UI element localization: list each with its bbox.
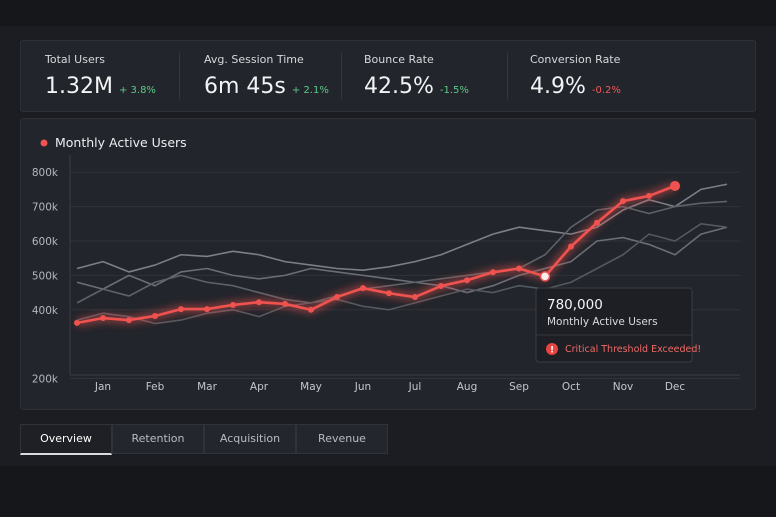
divider bbox=[507, 53, 508, 99]
tab[interactable]: Overview bbox=[20, 424, 112, 455]
point bbox=[516, 265, 522, 272]
kpi-label: Avg. Session Time bbox=[204, 53, 304, 66]
y-tick-label: 600k bbox=[32, 236, 59, 248]
tab[interactable]: Acquisition bbox=[204, 424, 296, 454]
point bbox=[568, 243, 574, 250]
x-tick-label: Apr bbox=[250, 381, 269, 393]
line bbox=[76, 222, 728, 325]
x-tick-label: Nov bbox=[613, 381, 634, 393]
point bbox=[334, 294, 340, 301]
point bbox=[594, 219, 600, 226]
line bbox=[76, 226, 728, 294]
point bbox=[126, 317, 132, 324]
kpi: Avg. Session Time 6m 45s + 2.1% bbox=[204, 53, 329, 99]
point bbox=[386, 290, 392, 297]
tooltip-value: 780,000 bbox=[547, 297, 603, 313]
kpi-value: 6m 45s bbox=[204, 74, 286, 99]
point bbox=[256, 299, 262, 306]
kpi-change: -0.2% bbox=[591, 85, 621, 96]
y-tick-label: 200k bbox=[32, 374, 59, 386]
x-tick-label: Mar bbox=[197, 381, 217, 393]
alert-icon bbox=[546, 343, 558, 355]
kpi-change: + 2.1% bbox=[291, 85, 329, 96]
x-tick-label: Sep bbox=[509, 381, 529, 393]
x-tick-label: Oct bbox=[562, 381, 580, 393]
tab[interactable]: Retention bbox=[112, 424, 204, 454]
tooltip: 780,000 Monthly Active Users! Critical Thr… bbox=[535, 287, 701, 363]
tooltip-alert: Critical Threshold Exceeded! bbox=[565, 344, 701, 355]
highlight-point bbox=[539, 271, 551, 282]
x-tick-label: Jul bbox=[408, 381, 422, 393]
point bbox=[438, 283, 444, 290]
y-tick-label: 500k bbox=[32, 270, 59, 282]
point bbox=[490, 269, 496, 276]
kpi-value: 42.5% bbox=[364, 74, 434, 99]
kpi: Conversion Rate 4.9% -0.2% bbox=[530, 53, 621, 99]
kpi-label: Bounce Rate bbox=[364, 53, 434, 66]
kpi: Bounce Rate 42.5% -1.5% bbox=[364, 53, 469, 99]
point bbox=[646, 192, 652, 199]
point bbox=[464, 277, 470, 284]
x-tick-label: Feb bbox=[146, 381, 165, 393]
x-tick-label: Jan bbox=[94, 381, 111, 393]
tab-bar: Overview Retention Acquisition Revenue bbox=[20, 424, 388, 455]
tooltip-box bbox=[535, 287, 693, 363]
legend-marker bbox=[40, 139, 48, 147]
kpi-panel: Total Users 1.32M + 3.8% Avg. Session Tim… bbox=[20, 40, 756, 112]
legend-label: Monthly Active Users bbox=[55, 135, 187, 150]
divider bbox=[179, 53, 180, 99]
point bbox=[100, 315, 106, 322]
tooltip-label: Monthly Active Users bbox=[547, 316, 658, 328]
x-tick-label: Aug bbox=[457, 381, 478, 393]
point bbox=[74, 319, 80, 326]
point bbox=[620, 198, 626, 205]
y-tick-label: 800k bbox=[32, 167, 59, 179]
kpi-label: Total Users bbox=[45, 53, 105, 66]
kpi-change: + 3.8% bbox=[118, 85, 156, 96]
point bbox=[308, 306, 314, 313]
point bbox=[204, 306, 210, 313]
line bbox=[76, 184, 676, 325]
kpi: Total Users 1.32M + 3.8% bbox=[45, 53, 156, 99]
y-tick-label: 700k bbox=[32, 202, 59, 214]
kpi-value: 1.32M bbox=[45, 74, 113, 99]
kpi-label: Conversion Rate bbox=[530, 53, 621, 66]
alert-icon-mark: ! bbox=[550, 346, 554, 356]
tab[interactable]: Revenue bbox=[296, 424, 388, 454]
y-tick-label: 400k bbox=[32, 305, 59, 317]
x-tick-label: Jun bbox=[354, 381, 371, 393]
point bbox=[230, 301, 236, 308]
point bbox=[178, 306, 184, 313]
x-tick-label: Dec bbox=[665, 381, 686, 393]
point bbox=[360, 285, 366, 292]
point bbox=[412, 294, 418, 301]
point bbox=[152, 312, 158, 319]
line bbox=[76, 183, 728, 273]
point bbox=[670, 180, 680, 191]
divider bbox=[341, 53, 342, 99]
point bbox=[282, 300, 288, 307]
kpi-value: 4.9% bbox=[530, 74, 586, 99]
x-tick-label: May bbox=[300, 381, 322, 393]
kpi-change: -1.5% bbox=[439, 85, 469, 96]
